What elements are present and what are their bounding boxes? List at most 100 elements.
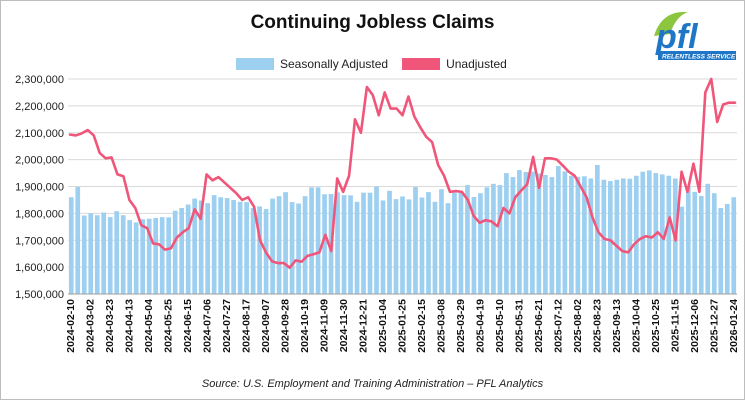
x-tick-label: 2025-03-08 xyxy=(435,299,447,353)
logo-tagline: RELENTLESS SERVICE xyxy=(662,54,736,61)
x-tick-label: 2024-09-07 xyxy=(260,299,272,353)
bar-seasonally-adjusted xyxy=(484,187,490,294)
bar-seasonally-adjusted xyxy=(159,217,165,294)
bar-seasonally-adjusted xyxy=(692,191,698,294)
bar-seasonally-adjusted xyxy=(419,197,425,294)
x-tick-label: 2025-04-19 xyxy=(474,299,486,353)
bar-seasonally-adjusted xyxy=(257,206,262,294)
pfl-logo: pfl RELENTLESS SERVICE xyxy=(654,11,736,61)
x-tick-label: 2024-11-30 xyxy=(338,299,350,352)
bar-seasonally-adjusted xyxy=(348,195,353,294)
bar-seasonally-adjusted xyxy=(315,187,321,294)
bar-seasonally-adjusted xyxy=(309,187,314,294)
bar-seasonally-adjusted xyxy=(432,201,438,294)
bar-seasonally-adjusted xyxy=(250,208,256,294)
logo-tagline-bar xyxy=(658,51,736,60)
bar-seasonally-adjusted xyxy=(698,195,704,294)
bar-seasonally-adjusted xyxy=(627,178,633,294)
chart-title: Continuing Jobless Claims xyxy=(250,12,495,33)
bar-seasonally-adjusted xyxy=(218,197,223,294)
bar-seasonally-adjusted xyxy=(705,183,711,294)
bar-seasonally-adjusted xyxy=(400,196,405,294)
bar-seasonally-adjusted xyxy=(289,202,295,294)
bar-seasonally-adjusted xyxy=(146,218,152,294)
x-tick-label: 2024-04-13 xyxy=(124,299,136,353)
legend-swatch-unadjusted xyxy=(402,58,441,70)
x-tick-label: 2025-09-13 xyxy=(611,299,623,353)
bar-seasonally-adjusted xyxy=(517,170,522,294)
x-tick-label: 2024-05-04 xyxy=(143,299,155,353)
bar-seasonally-adjusted xyxy=(562,171,568,294)
logo-swoosh-icon xyxy=(654,11,688,36)
bar-seasonally-adjusted xyxy=(491,183,496,294)
bar-seasonally-adjusted xyxy=(659,174,665,294)
bar-seasonally-adjusted xyxy=(367,192,373,294)
x-tick-label: 2024-03-23 xyxy=(104,299,116,353)
bar-seasonally-adjusted xyxy=(582,176,587,294)
bar-seasonally-adjusted xyxy=(633,175,639,294)
x-tick-label: 2024-06-15 xyxy=(182,299,194,353)
bar-seasonally-adjusted xyxy=(608,181,613,294)
x-tick-label: 2025-08-23 xyxy=(591,299,603,353)
x-tick-label: 2025-12-27 xyxy=(708,299,720,353)
y-tick-label: 1,500,000 xyxy=(15,289,64,301)
chart-source: Source: U.S. Employment and Training Adm… xyxy=(201,378,544,390)
bar-seasonally-adjusted xyxy=(140,219,146,294)
bar-seasonally-adjusted xyxy=(731,197,737,294)
bar-seasonally-adjusted xyxy=(296,203,301,294)
x-tick-label: 2024-11-09 xyxy=(319,299,331,352)
chart-legend: Seasonally Adjusted Unadjusted xyxy=(236,56,521,72)
line-unadjusted xyxy=(68,77,737,269)
bar-seasonally-adjusted xyxy=(588,178,594,294)
bar-seasonally-adjusted xyxy=(322,194,327,294)
bar-seasonally-adjusted xyxy=(341,195,347,294)
bar-seasonally-adjusted xyxy=(478,193,483,294)
bar-seasonally-adjusted xyxy=(179,208,185,294)
bar-seasonally-adjusted xyxy=(133,222,139,294)
bar-seasonally-adjusted xyxy=(452,192,457,294)
bar-seasonally-adjusted xyxy=(504,173,509,294)
bar-seasonally-adjusted xyxy=(185,204,191,294)
x-tick-label: 2026-01-24 xyxy=(728,299,740,353)
y-tick-label: 1,600,000 xyxy=(15,262,64,274)
y-tick-label: 2,100,000 xyxy=(15,128,64,140)
bar-seasonally-adjusted xyxy=(231,199,236,294)
y-tick-label: 2,200,000 xyxy=(15,101,64,113)
y-tick-label: 1,700,000 xyxy=(15,235,64,247)
x-tick-label: 2025-10-04 xyxy=(630,299,642,353)
x-tick-label: 2024-08-17 xyxy=(241,299,253,353)
x-tick-label: 2024-03-02 xyxy=(85,299,97,353)
bar-seasonally-adjusted xyxy=(666,175,672,294)
bar-seasonally-adjusted xyxy=(711,193,717,294)
bar-seasonally-adjusted xyxy=(101,212,107,294)
bar-seasonally-adjusted xyxy=(465,185,470,294)
y-tick-label: 1,900,000 xyxy=(15,182,64,194)
bar-seasonally-adjusted xyxy=(114,211,120,294)
bar-seasonally-adjusted xyxy=(497,185,503,294)
bar-seasonally-adjusted xyxy=(172,210,178,294)
x-tick-label: 2025-10-25 xyxy=(650,299,662,353)
bar-seasonally-adjusted xyxy=(510,177,516,294)
bar-seasonally-adjusted xyxy=(685,186,691,294)
bar-seasonally-adjusted xyxy=(718,208,724,294)
bar-seasonally-adjusted xyxy=(569,175,574,294)
bar-seasonally-adjusted xyxy=(445,203,451,294)
bar-seasonally-adjusted xyxy=(270,198,275,294)
bar-seasonally-adjusted xyxy=(192,198,197,294)
bar-seasonally-adjusted xyxy=(283,192,288,294)
bar-seasonally-adjusted xyxy=(393,199,399,294)
x-tick-label: 2025-06-21 xyxy=(533,299,545,353)
x-tick-label: 2025-07-12 xyxy=(552,299,564,353)
bar-seasonally-adjusted xyxy=(530,171,535,294)
bar-seasonally-adjusted xyxy=(211,195,217,294)
bar-seasonally-adjusted xyxy=(335,192,340,294)
logo-wordmark: pfl xyxy=(655,18,699,56)
bar-seasonally-adjusted xyxy=(471,196,477,294)
legend-item-seasonally-adjusted: Seasonally Adjusted xyxy=(236,57,388,71)
x-tick-label: 2025-08-02 xyxy=(572,299,584,353)
bar-seasonally-adjusted xyxy=(549,177,555,294)
bar-seasonally-adjusted xyxy=(458,191,464,294)
bar-seasonally-adjusted xyxy=(724,203,730,294)
legend-swatch-seasonally-adjusted xyxy=(236,58,274,70)
